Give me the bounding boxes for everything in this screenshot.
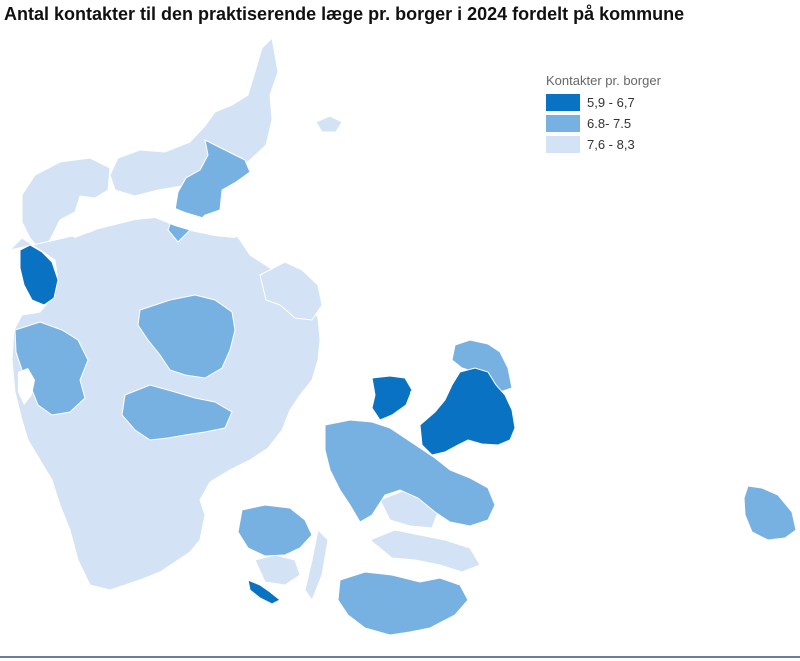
region-lemvig bbox=[19, 244, 59, 306]
region-copenhagen-metro bbox=[419, 367, 516, 456]
region-vejle bbox=[121, 384, 233, 441]
region-viborg-silkeborg bbox=[137, 294, 236, 379]
legend-swatch-dark bbox=[546, 93, 580, 111]
region-odsherred bbox=[371, 375, 413, 421]
ringkobing-fjord bbox=[18, 368, 35, 405]
legend-item-medium: 6.8- 7.5 bbox=[546, 113, 661, 133]
region-langeland bbox=[304, 528, 329, 602]
water-features bbox=[18, 198, 430, 418]
region-funen bbox=[237, 504, 313, 557]
region-funen-islands-light bbox=[254, 554, 301, 586]
legend-label-dark: 5,9 - 6,7 bbox=[587, 94, 635, 110]
region-laeso bbox=[315, 115, 343, 133]
region-dark bbox=[19, 244, 516, 605]
region-north-zealand bbox=[451, 339, 513, 393]
legend-label-light: 7,6 - 8,3 bbox=[587, 136, 635, 152]
map-title: Antal kontakter til den praktiserende læ… bbox=[4, 4, 685, 24]
bottom-divider bbox=[0, 656, 800, 658]
region-aeroe bbox=[247, 579, 281, 605]
region-djursland bbox=[259, 261, 323, 321]
legend-swatch-medium bbox=[546, 114, 580, 132]
isefjord bbox=[410, 378, 430, 418]
legend-swatch-light bbox=[546, 135, 580, 153]
region-south-zealand bbox=[369, 529, 481, 573]
map-legend: Kontakter pr. borger 5,9 - 6,7 6.8- 7.5 … bbox=[546, 73, 661, 155]
region-vendsyssel bbox=[109, 36, 279, 197]
legend-title: Kontakter pr. borger bbox=[546, 73, 661, 88]
legend-item-light: 7,6 - 8,3 bbox=[546, 134, 661, 154]
legend-item-dark: 5,9 - 6,7 bbox=[546, 92, 661, 112]
region-bornholm bbox=[743, 485, 797, 541]
region-west-zealand bbox=[324, 419, 496, 527]
limfjord bbox=[60, 198, 240, 238]
region-lolland bbox=[337, 571, 469, 636]
region-northwest-jutland bbox=[21, 157, 111, 251]
legend-label-medium: 6.8- 7.5 bbox=[587, 115, 632, 131]
